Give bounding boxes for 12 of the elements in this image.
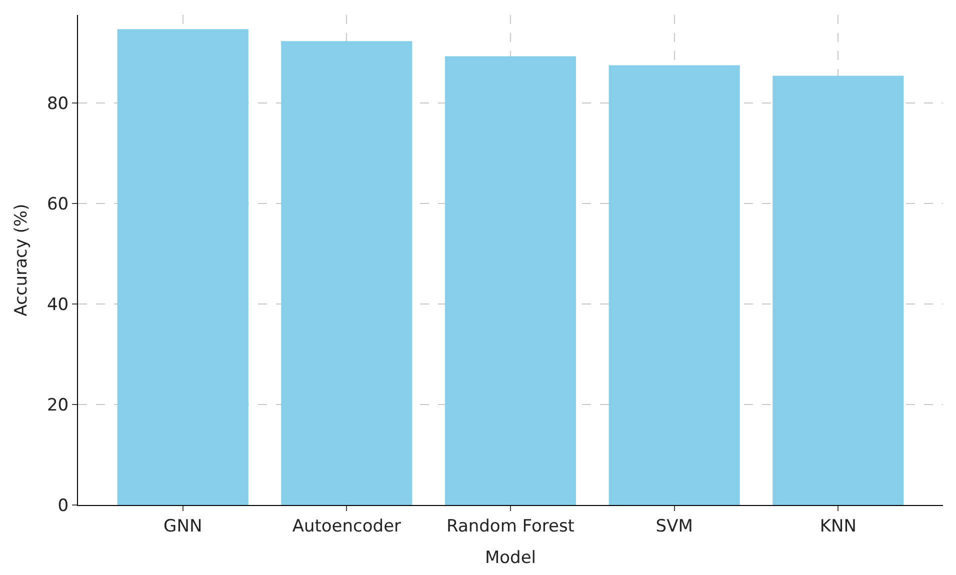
x-tick-label: Random Forest — [446, 516, 575, 536]
x-axis-title: Model — [484, 548, 536, 568]
x-tick-label: Autoencoder — [292, 516, 402, 536]
y-tick-label: 80 — [46, 94, 69, 114]
y-axis-title: Accuracy (%) — [12, 204, 32, 316]
x-tick-label: KNN — [820, 516, 856, 536]
y-tick-label: 0 — [58, 496, 69, 516]
y-tick-label: 40 — [46, 294, 69, 315]
x-tick-label: GNN — [164, 516, 202, 536]
y-tick-label: 20 — [46, 395, 69, 416]
y-tick-label: 60 — [46, 194, 69, 214]
x-tick-label: SVM — [656, 516, 693, 536]
